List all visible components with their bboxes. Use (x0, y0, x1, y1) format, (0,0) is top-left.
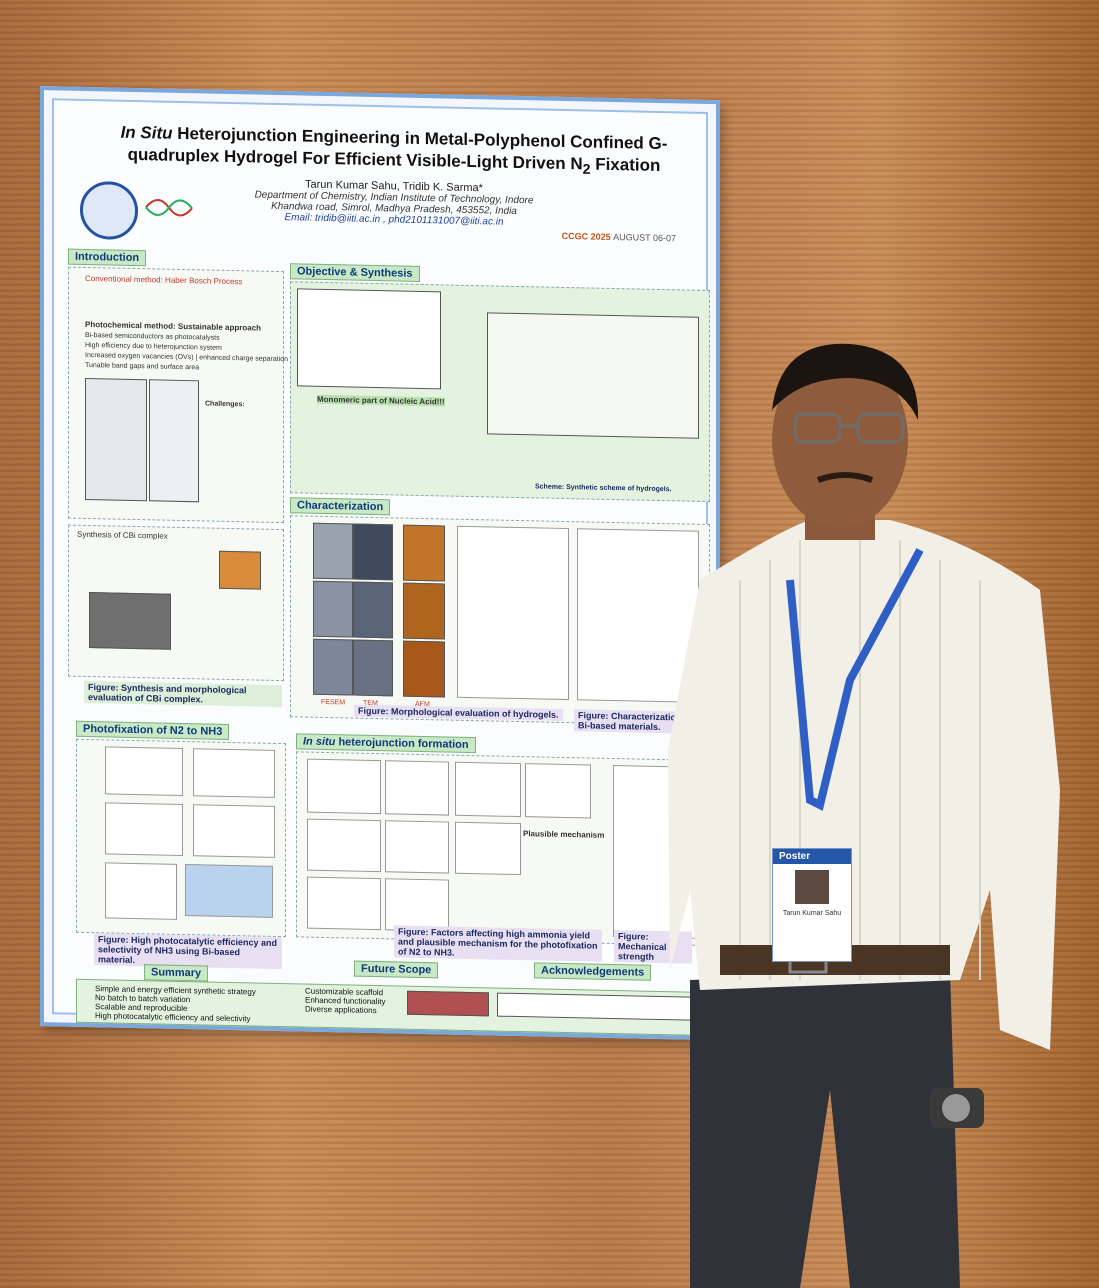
section-introduction: Introduction (68, 248, 147, 267)
afm-image-1 (403, 524, 445, 582)
fesem-label: FESEM (321, 698, 346, 707)
intro-diagram (85, 377, 147, 502)
tem-image-1 (353, 523, 393, 581)
photofixation-panel (76, 738, 286, 938)
name-badge: Poster Tarun Kumar Sahu (772, 848, 852, 962)
cbi-sem-image (89, 592, 171, 650)
watch-face (942, 1094, 970, 1122)
dna-logo (145, 198, 193, 217)
xps-chart-4 (385, 878, 449, 932)
section-objective: Objective & Synthesis (290, 263, 420, 282)
face (772, 352, 908, 528)
plausible-label: Plausible mechanism (523, 829, 605, 840)
caption-cbi: Figure: Synthesis and morphological eval… (84, 680, 282, 708)
conference-name: CCGC 2025 (561, 230, 611, 242)
caption-factors: Figure: Factors affecting high ammonia y… (394, 925, 602, 962)
fesem-image-2 (313, 580, 353, 638)
future-item-3: Diverse applications (305, 1004, 377, 1016)
caption-photo: Figure: High photocatalytic efficiency a… (94, 933, 282, 970)
trousers (690, 970, 960, 1288)
section-heterojunction: In situ heterojunction formation (296, 733, 476, 754)
cbi-photo (219, 550, 261, 590)
fesem-image-3 (313, 638, 353, 696)
vials-image (407, 990, 489, 1017)
badge-label: Poster (773, 849, 851, 864)
person-figure (668, 343, 1060, 1288)
poster-inner-frame: CCGC 2025 AUGUST 06-07 In Situ Heterojun… (52, 98, 714, 1037)
title-end: Fixation (590, 154, 661, 175)
badge-photo (795, 870, 829, 904)
char-charts-1 (457, 525, 569, 701)
heterojunction-rest: heterojunction formation (335, 736, 469, 751)
kinetics-chart (455, 821, 521, 876)
intro-line-1: Conventional method: Haber Bosch Process (85, 273, 243, 287)
scheme-caption: Scheme: Synthetic scheme of hydrogels. (535, 483, 672, 494)
lanyard (786, 548, 924, 811)
introduction-panel: Conventional method: Haber Bosch Process… (68, 266, 288, 524)
uv-chart (307, 876, 381, 931)
photo-chart-2 (193, 748, 275, 798)
bandgap-chart-2 (525, 763, 591, 819)
polyphenol-scheme (297, 288, 441, 390)
research-poster: CCGC 2025 AUGUST 06-07 In Situ Heterojun… (40, 86, 720, 1041)
afm-image-3 (403, 640, 445, 698)
cbi-synthesis-title: Synthesis of CBi complex (77, 529, 168, 541)
title-italic: In Situ (120, 122, 173, 143)
section-summary: Summary (144, 964, 209, 982)
moustache (816, 472, 874, 483)
photo-chart-3 (105, 802, 183, 856)
glasses (793, 412, 905, 444)
xps-chart-1 (307, 758, 381, 815)
tem-image-3 (353, 639, 393, 697)
heterojunction-italic: In situ (303, 735, 336, 749)
characterization-panel: FESEM TEM AFM (290, 515, 710, 727)
monomeric-label: Monomeric part of Nucleic Acid!!! (317, 394, 445, 407)
epr-chart (307, 818, 381, 873)
hair (772, 343, 919, 420)
poster-title-block: In Situ Heterojunction Engineering in Me… (84, 121, 704, 232)
conference-date: AUGUST 06-07 (613, 232, 676, 244)
intro-line-4: High efficiency due to heterojunction sy… (85, 341, 222, 352)
photo-chart-1 (105, 746, 183, 796)
xps-chart-2 (385, 760, 449, 816)
heterojunction-panel: Plausible mechanism (296, 751, 710, 947)
intro-line-3: Bi-based semiconductors as photocatalyst… (85, 331, 220, 342)
intro-line-6: Tunable band gaps and surface area (85, 361, 200, 372)
photo-chart-5 (105, 862, 177, 920)
xps-chart-3 (385, 820, 449, 874)
summary-item-4: High photocatalytic efficiency and selec… (95, 1011, 251, 1024)
photo-table (185, 864, 273, 918)
section-characterization: Characterization (290, 497, 391, 516)
intro-line-2: Photochemical method: Sustainable approa… (85, 319, 262, 333)
section-future: Future Scope (354, 960, 439, 979)
poster-title: In Situ Heterojunction Engineering in Me… (84, 121, 704, 183)
objective-panel: Monomeric part of Nucleic Acid!!! Scheme… (290, 281, 710, 503)
conference-logo: CCGC 2025 AUGUST 06-07 (562, 231, 676, 243)
challenges-label: Challenges: (205, 400, 245, 409)
afm-image-2 (403, 582, 445, 640)
intro-line-5: Increased oxygen vacancies (OVs) | enhan… (85, 351, 288, 364)
cbi-synthesis-panel: Synthesis of CBi complex (68, 524, 284, 682)
bandgap-chart-1 (455, 761, 521, 818)
section-acknowledgements: Acknowledgements (534, 962, 652, 981)
footer-bar: Simple and energy efficient synthetic st… (76, 978, 714, 1037)
badge-name: Tarun Kumar Sahu (782, 910, 842, 917)
intro-diagram-2 (149, 379, 199, 503)
shirt (668, 520, 1060, 1050)
photo-chart-4 (193, 804, 275, 858)
section-photofixation: Photofixation of N2 to NH3 (76, 720, 230, 740)
tem-image-2 (353, 581, 393, 639)
fesem-image-1 (313, 522, 353, 580)
